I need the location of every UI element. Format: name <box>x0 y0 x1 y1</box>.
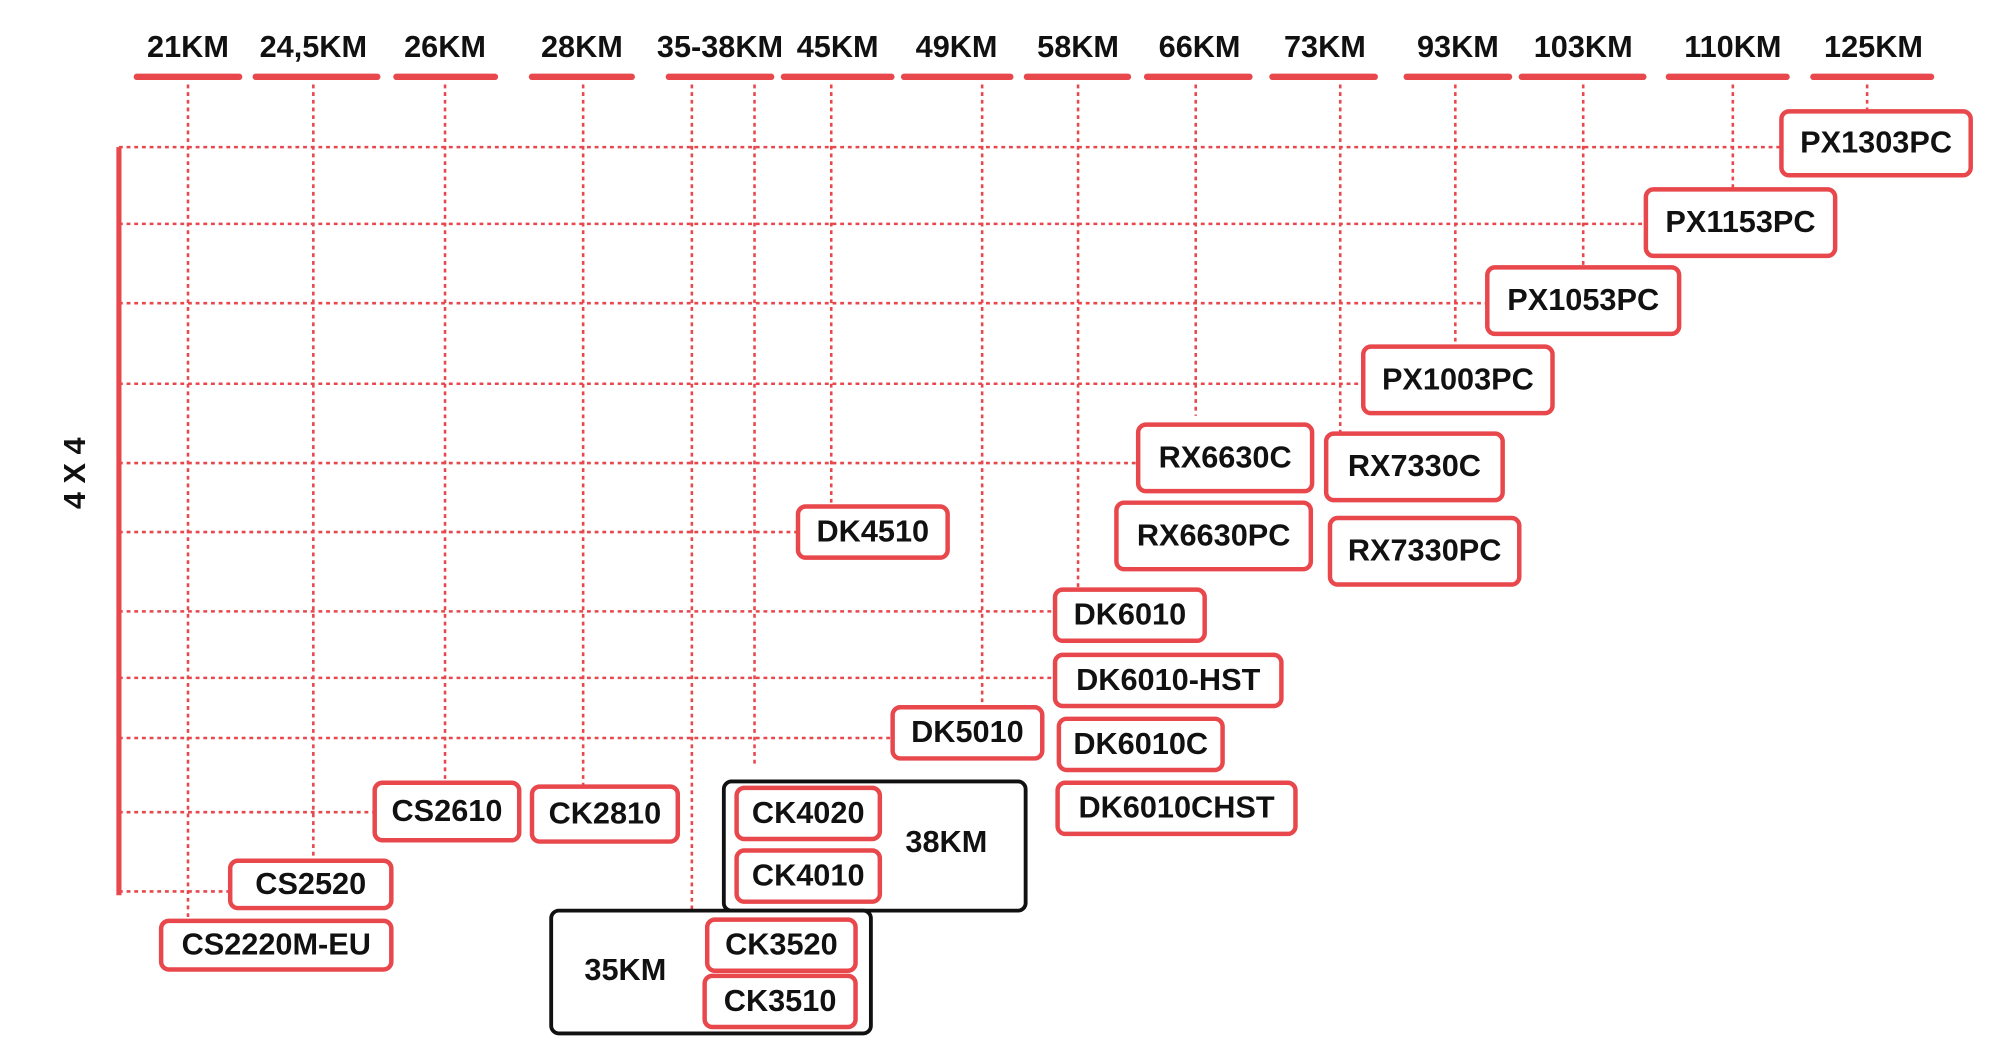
model-box <box>734 848 883 904</box>
model-label: RX7330PC <box>1348 533 1502 568</box>
column-label: 125KM <box>1824 29 1923 64</box>
model-box <box>1485 265 1682 337</box>
model-box <box>529 784 681 844</box>
column-label: 110KM <box>1684 29 1781 64</box>
model-label: PX1003PC <box>1382 361 1534 396</box>
model-label: PX1303PC <box>1800 125 1952 160</box>
model-box <box>1135 422 1315 494</box>
model-label: CS2610 <box>392 793 503 828</box>
model-box <box>1779 109 1973 178</box>
group-label: 38KM <box>905 824 987 859</box>
model-box <box>372 780 522 843</box>
column-label: 103KM <box>1534 29 1633 64</box>
column-label: 58KM <box>1037 29 1119 64</box>
model-label: DK6010C <box>1073 726 1208 761</box>
column-label: 73KM <box>1284 29 1366 64</box>
model-label: CK2810 <box>549 795 662 830</box>
group-label: 35KM <box>584 952 666 987</box>
model-label: DK4510 <box>817 513 930 548</box>
model-box <box>1361 344 1555 416</box>
column-label: 26KM <box>404 29 486 64</box>
model-box <box>158 918 394 972</box>
model-label: PX1053PC <box>1507 282 1659 317</box>
model-label: CK3510 <box>724 983 837 1018</box>
column-label: 24,5KM <box>260 29 367 64</box>
column-label: 28KM <box>541 29 623 64</box>
model-box <box>227 858 394 911</box>
model-box <box>1052 587 1207 644</box>
model-label: PX1153PC <box>1665 204 1815 239</box>
model-label: RX6630C <box>1159 439 1292 474</box>
column-label: 45KM <box>797 29 879 64</box>
model-label: DK5010 <box>911 714 1024 749</box>
model-label: DK6010-HST <box>1076 662 1260 697</box>
model-box <box>702 973 858 1030</box>
model-label: DK6010CHST <box>1078 790 1274 825</box>
model-label: CK4020 <box>752 795 865 830</box>
column-label: 93KM <box>1417 29 1499 64</box>
model-box <box>704 917 858 973</box>
column-label: 35-38KM <box>657 29 783 64</box>
model-label: RX6630PC <box>1137 517 1291 552</box>
axis-label: 4 X 4 <box>57 437 92 509</box>
model-box <box>795 504 950 560</box>
model-box <box>1323 431 1505 503</box>
model-label: CK3520 <box>725 927 838 962</box>
model-label: CS2520 <box>255 866 366 901</box>
model-box <box>1643 187 1838 259</box>
column-label: 21KM <box>147 29 229 64</box>
model-box <box>1327 515 1522 587</box>
model-box <box>890 705 1045 761</box>
column-label: 49KM <box>916 29 998 64</box>
column-label: 66KM <box>1159 29 1241 64</box>
model-box <box>1052 652 1284 709</box>
model-box <box>734 785 883 842</box>
model-box <box>1055 780 1298 837</box>
model-label: DK6010 <box>1074 597 1187 632</box>
model-box <box>1056 716 1225 773</box>
model-label: CK4010 <box>752 857 865 892</box>
model-box <box>1114 500 1314 572</box>
model-label: RX7330C <box>1348 448 1481 483</box>
model-label: CS2220M-EU <box>182 927 371 962</box>
